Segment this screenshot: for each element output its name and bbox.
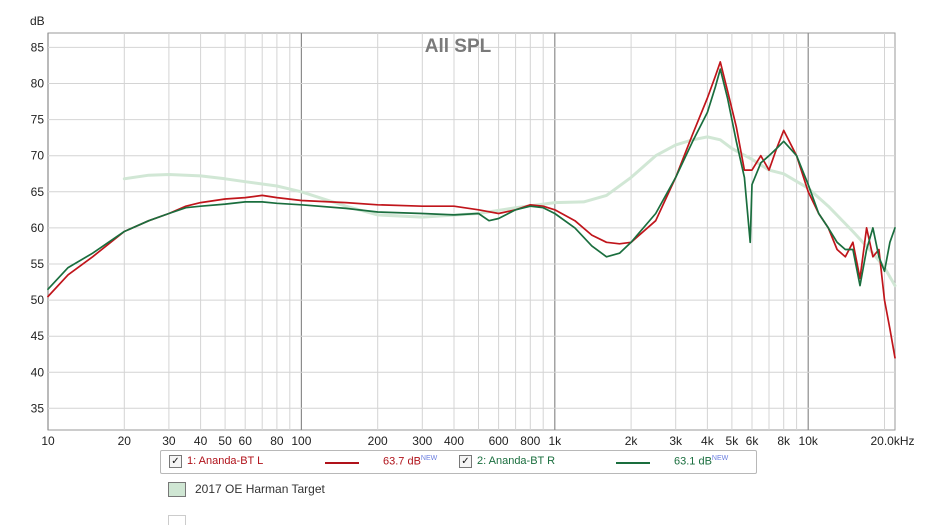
frequency-response-chart: 35 40 45 50 55 60 65 70 75 80 85 10 20 30 40 50 60 80 100… xyxy=(30,14,915,445)
legend: ✓ 1: Ananda-BT L 63.7 dBNEW ✓ 2: Ananda-… xyxy=(160,450,757,474)
y-tick-label: 80 xyxy=(31,77,45,91)
y-tick-label: 70 xyxy=(31,149,45,163)
y-tick-label: 50 xyxy=(31,293,45,307)
x-tick-label: 2k xyxy=(625,434,639,445)
y-tick-label: 55 xyxy=(31,257,45,271)
x-tick-label: 3k xyxy=(669,434,683,445)
y-tick-label: 45 xyxy=(31,329,45,343)
y-tick-label: 40 xyxy=(31,365,45,379)
plot-area xyxy=(47,32,896,431)
x-tick-label: 100 xyxy=(291,434,311,445)
series-2-value: 63.1 dBNEW xyxy=(674,455,729,468)
y-tick-label: 85 xyxy=(31,40,45,54)
x-tick-label: 1k xyxy=(548,434,562,445)
x-tick-label: 5k xyxy=(726,434,740,445)
x-tick-label: 200 xyxy=(368,434,388,445)
x-tick-label: 6k xyxy=(746,434,760,445)
series-1-value: 63.7 dBNEW xyxy=(383,455,438,468)
series-layer xyxy=(47,61,897,359)
x-tick-label: 60 xyxy=(239,434,253,445)
x-tick-label: 400 xyxy=(444,434,464,445)
chart-title: All SPL xyxy=(425,36,492,57)
x-tick-label: 8k xyxy=(777,434,791,445)
series-2-line xyxy=(47,68,896,291)
x-axis-ticks: 10 20 30 40 50 60 80 100 200 300 400 600 800 1k 2k 3k 4k… xyxy=(41,434,914,445)
series-2-swatch xyxy=(616,462,650,464)
x-tick-label: 4k xyxy=(701,434,715,445)
grid-lines xyxy=(47,33,895,430)
series-1-checkbox[interactable]: ✓ xyxy=(169,455,182,468)
x-tick-label: 50 xyxy=(218,434,232,445)
series-1-swatch xyxy=(325,462,359,464)
y-tick-label: 60 xyxy=(31,221,45,235)
y-axis-ticks: 35 40 45 50 55 60 65 70 75 80 85 xyxy=(31,40,45,415)
x-tick-label: 40 xyxy=(194,434,208,445)
y-tick-label: 75 xyxy=(31,113,45,127)
y-tick-label: 35 xyxy=(31,401,45,415)
x-tick-label: 800 xyxy=(520,434,540,445)
x-tick-label: 20 xyxy=(118,434,132,445)
series-2-new-tag: NEW xyxy=(711,455,729,462)
y-axis-label: dB xyxy=(30,14,45,28)
target-swatch xyxy=(168,482,186,498)
target-label: 2017 OE Harman Target xyxy=(195,482,325,496)
series-1-line xyxy=(47,61,896,359)
series-1-new-tag: NEW xyxy=(420,455,438,462)
x-tick-label: 10k xyxy=(799,434,819,445)
x-tick-label: 80 xyxy=(270,434,284,445)
legend-entry-cut-off xyxy=(168,515,186,525)
series-1-label: 1: Ananda-BT L xyxy=(187,455,264,467)
x-tick-label: 20.0kHz xyxy=(871,434,915,445)
target-legend-entry[interactable]: 2017 OE Harman Target xyxy=(168,482,325,498)
x-tick-label: 300 xyxy=(412,434,432,445)
series-target-line xyxy=(122,135,897,288)
x-tick-label: 10 xyxy=(41,434,55,445)
x-tick-label: 30 xyxy=(162,434,176,445)
series-2-label: 2: Ananda-BT R xyxy=(477,455,556,467)
x-tick-label: 600 xyxy=(489,434,509,445)
y-tick-label: 65 xyxy=(31,185,45,199)
series-2-checkbox[interactable]: ✓ xyxy=(459,455,472,468)
